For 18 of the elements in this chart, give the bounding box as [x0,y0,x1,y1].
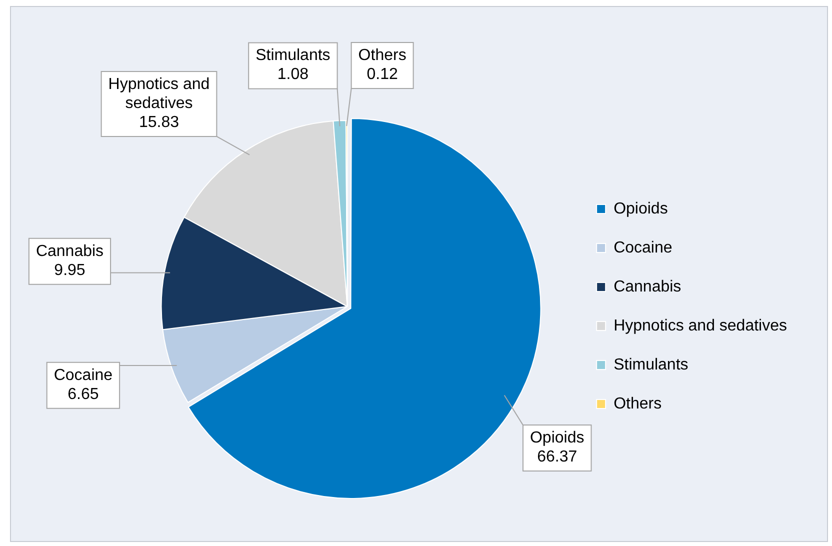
data-label: 6.65 [68,386,99,403]
legend-label: Hypnotics and sedatives [614,317,788,334]
data-label: 9.95 [54,262,86,279]
slice-label: Stimulants [256,47,330,64]
slice-label: Hypnotics and sedatives [108,76,210,112]
legend-label: Stimulants [614,356,688,374]
legend-label: Cocaine [614,239,672,256]
data-label: 66.37 [537,448,578,466]
legend-label: Cannabis [614,278,682,296]
data-label: 0.12 [366,66,398,83]
slice-label: Others [358,46,406,64]
legend-label: Opioids [614,200,668,218]
slice-label: Cocaine [54,366,113,384]
legend-label: Others [614,395,662,412]
slice-label: Opioids [530,429,584,446]
slice-label: Cannabis [36,242,104,260]
data-label: 15.83 [138,114,180,131]
data-label: 1.08 [277,66,309,84]
